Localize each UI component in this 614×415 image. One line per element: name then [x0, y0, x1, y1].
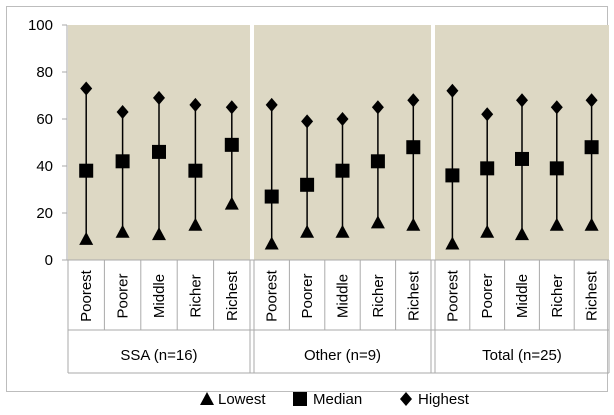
legend-median-label: Median: [313, 391, 362, 408]
x-category-label: Middle: [514, 274, 531, 318]
highest-marker: [446, 83, 459, 98]
x-category-label: Poorer: [115, 273, 132, 318]
median-marker: [515, 151, 529, 166]
legend-lowest-label: Lowest: [218, 391, 266, 408]
highest-marker: [516, 93, 528, 108]
lowest-marker: [549, 217, 564, 231]
legend-median-marker: [293, 392, 307, 406]
x-category-label: Poorer: [299, 273, 316, 318]
median-marker: [264, 189, 279, 204]
lowest-marker: [152, 227, 166, 241]
median-marker: [584, 140, 599, 155]
group-label: Other (n=9): [304, 347, 381, 364]
median-marker: [445, 168, 460, 183]
median-marker: [188, 163, 203, 178]
lowest-marker: [515, 227, 529, 241]
highest-marker: [336, 112, 349, 126]
median-marker: [549, 161, 564, 176]
x-category-label: Middle: [151, 274, 168, 318]
lowest-marker: [406, 217, 421, 231]
highest-marker: [407, 93, 420, 108]
highest-marker: [265, 97, 278, 112]
lowest-marker: [79, 231, 94, 245]
group-label: Total (n=25): [482, 347, 562, 364]
median-marker: [152, 144, 166, 159]
x-category-label: Middle: [335, 274, 352, 318]
lowest-marker: [115, 224, 130, 238]
median-marker: [224, 137, 239, 152]
median-marker: [480, 161, 495, 176]
lowest-marker: [584, 217, 599, 231]
x-category-label: Poorest: [444, 269, 461, 322]
highest-marker: [550, 100, 563, 115]
legend-highest-label: Highest: [418, 391, 470, 408]
median-marker: [370, 154, 385, 169]
lowest-marker: [445, 236, 460, 250]
median-marker: [79, 163, 94, 178]
x-category-label: Richest: [224, 270, 241, 321]
y-tick-label: 100: [28, 17, 53, 34]
lowest-marker: [335, 224, 350, 238]
highest-marker: [585, 93, 598, 108]
y-tick-label: 60: [36, 111, 53, 128]
lowest-marker: [300, 224, 315, 238]
y-tick-label: 40: [36, 158, 53, 175]
x-category-label: Poorest: [78, 269, 95, 322]
median-marker: [406, 140, 421, 155]
x-category-label: Richer: [549, 274, 566, 317]
group-label: SSA (n=16): [120, 347, 197, 364]
lowest-marker: [370, 215, 385, 229]
median-marker: [300, 177, 315, 192]
highest-marker: [189, 97, 202, 112]
median-marker: [335, 163, 350, 178]
y-tick-label: 20: [36, 205, 53, 222]
highest-marker: [80, 81, 93, 96]
x-category-label: Poorer: [479, 273, 496, 318]
x-category-label: Richer: [187, 274, 204, 317]
highest-marker: [153, 90, 165, 105]
lowest-marker: [188, 217, 203, 231]
y-tick-label: 0: [45, 252, 53, 269]
x-category-label: Richest: [584, 270, 601, 321]
x-category-label: Richer: [370, 274, 387, 317]
highest-marker: [116, 104, 129, 119]
x-category-label: Richest: [405, 270, 422, 321]
highest-marker: [301, 114, 314, 129]
lowest-marker: [224, 196, 239, 210]
lowest-marker: [480, 224, 495, 238]
legend-lowest-marker: [200, 392, 214, 405]
legend-highest-marker: [400, 392, 412, 406]
highest-marker: [481, 107, 494, 122]
y-tick-label: 80: [36, 64, 53, 81]
lowest-marker: [264, 236, 279, 250]
highest-marker: [371, 100, 384, 115]
x-category-label: Poorest: [264, 269, 281, 322]
median-marker: [115, 154, 130, 169]
highest-marker: [225, 100, 238, 115]
